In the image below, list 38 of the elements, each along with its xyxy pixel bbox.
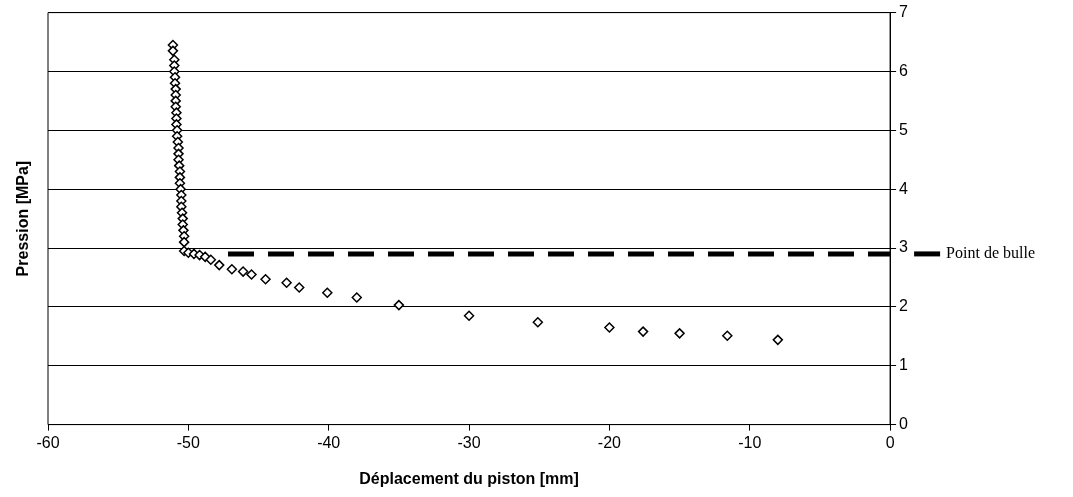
point xyxy=(637,326,649,337)
point xyxy=(178,236,190,248)
point xyxy=(226,263,238,275)
point xyxy=(722,330,733,341)
point xyxy=(246,269,257,280)
point xyxy=(463,310,475,321)
y-tick-label: 1 xyxy=(899,356,909,374)
x-tick-label: 0 xyxy=(885,433,895,451)
x-tick-label: -30 xyxy=(457,433,481,451)
point xyxy=(604,322,615,333)
y-tick-label: 6 xyxy=(899,61,909,79)
point xyxy=(205,254,217,266)
point xyxy=(281,277,292,288)
point xyxy=(393,299,405,311)
point xyxy=(213,259,225,271)
point xyxy=(351,292,363,303)
y-tick-label: 2 xyxy=(899,297,909,315)
point xyxy=(674,328,685,339)
x-tick-label: -50 xyxy=(176,433,201,451)
ref-line-label: Point de bulle xyxy=(946,244,1035,262)
point xyxy=(293,282,305,293)
point xyxy=(772,334,784,346)
point xyxy=(532,316,544,328)
x-tick-label: -60 xyxy=(36,433,60,451)
y-tick-label: 4 xyxy=(899,179,909,197)
x-axis-title: Déplacement du piston [mm] xyxy=(359,469,579,487)
point xyxy=(260,273,271,285)
x-tick-label: -20 xyxy=(597,433,622,451)
point xyxy=(237,266,249,277)
x-tick-label: -40 xyxy=(317,433,341,451)
point xyxy=(167,45,179,57)
point xyxy=(322,287,333,299)
y-axis-title: Pression [MPa] xyxy=(14,160,32,277)
y-tick-label: 3 xyxy=(899,238,909,256)
y-tick-label: 0 xyxy=(899,415,909,433)
y-tick-label: 5 xyxy=(899,120,909,138)
x-tick-label: -10 xyxy=(738,433,762,451)
y-tick-label: 7 xyxy=(899,3,909,21)
